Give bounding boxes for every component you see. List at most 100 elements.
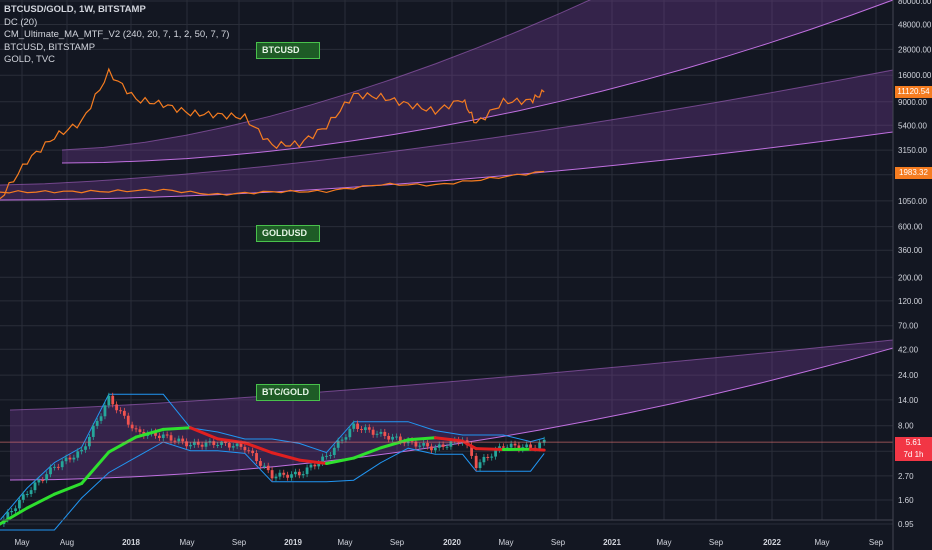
candle-body-29	[115, 404, 119, 411]
candle-body-21	[84, 446, 87, 450]
y-tick-label-11: 200.00	[898, 273, 923, 282]
candle-body-74	[290, 474, 293, 478]
candle-body-82	[321, 456, 325, 464]
y-tick-label-12: 120.00	[898, 297, 923, 306]
legend-symbol[interactable]: BTCUSD/GOLD, 1W, BITSTAMP	[4, 4, 146, 15]
donchian-lower	[0, 441, 545, 531]
ma-segment-3	[80, 450, 111, 485]
ma-segment-20	[529, 447, 546, 452]
candle-body-61	[239, 443, 243, 447]
ma-segment-5	[134, 427, 165, 439]
candle-body-86	[336, 440, 340, 448]
candle-body-56	[220, 441, 223, 445]
channel-ratio-upper	[9, 339, 894, 411]
legend-dc[interactable]: DC (20)	[4, 16, 38, 28]
ma-segment-2	[52, 481, 84, 496]
candle-body-6	[25, 494, 29, 496]
candle-body-95	[371, 429, 375, 435]
channel-gold-fill	[0, 70, 893, 200]
candle-body-123	[482, 456, 486, 463]
candle-body-35	[138, 429, 142, 432]
candle-body-75	[294, 471, 297, 475]
candle-body-111	[433, 447, 437, 451]
legend-compare-gold[interactable]: GOLD, TVC	[4, 54, 56, 66]
candle-body-15	[60, 461, 64, 468]
y-tick-label-3: 16000.00	[898, 71, 932, 80]
y-tick-label-19: 2.70	[898, 472, 914, 481]
legend-ma[interactable]: CM_Ultimate_MA_MTF_V2 (240, 20, 7, 1, 2,…	[4, 29, 230, 41]
candle-body-130	[509, 443, 513, 448]
y-tick-label-4: 9000.00	[898, 98, 927, 107]
channel-gold-upper	[0, 69, 894, 186]
candle-body-14	[56, 466, 60, 468]
candle-body-132	[517, 445, 521, 450]
candle-body-67	[262, 465, 266, 467]
x-tick-label-0: May	[14, 538, 29, 547]
candle-body-93	[363, 427, 367, 431]
candle-body-44	[173, 440, 177, 442]
candle-body-85	[332, 447, 336, 455]
price-tag-btcusd: 11120.54	[895, 86, 932, 98]
candle-body-60	[235, 443, 239, 447]
price-lines	[0, 67, 893, 526]
candle-body-110	[430, 446, 433, 451]
candle-body-10	[41, 480, 45, 482]
x-tick-label-8: 2020	[443, 538, 461, 547]
candle-body-99	[387, 435, 391, 440]
candle-body-135	[529, 444, 532, 448]
candle-body-73	[286, 474, 290, 478]
candle-body-84	[328, 454, 332, 456]
candle-body-122	[478, 462, 482, 469]
candle-body-48	[189, 444, 192, 447]
candle-body-52	[204, 442, 208, 447]
candle-body-102	[398, 436, 402, 442]
y-tick-label-2: 28000.00	[898, 45, 932, 54]
x-tick-label-12: May	[656, 538, 671, 547]
candle-body-72	[282, 472, 286, 475]
y-tick-label-13: 70.00	[898, 322, 919, 331]
candle-body-62	[243, 446, 247, 451]
candle-body-98	[383, 431, 387, 436]
x-tick-label-10: Sep	[551, 538, 566, 547]
candle-body-96	[375, 433, 379, 435]
candle-body-108	[422, 443, 426, 446]
candle-body-115	[449, 441, 453, 447]
y-tick-label-8: 1050.00	[898, 197, 927, 206]
candle-body-78	[305, 467, 309, 475]
candle-body-89	[348, 428, 352, 438]
candle-body-91	[356, 423, 360, 429]
ma-segment-15	[406, 436, 437, 442]
y-tick-label-6: 3150.00	[898, 146, 927, 155]
candle-body-71	[278, 472, 282, 477]
candle-body-58	[227, 442, 231, 448]
legend-compare-btcusd[interactable]: BTCUSD, BITSTAMP	[4, 41, 96, 53]
candle-body-109	[426, 443, 429, 447]
grid-lines	[0, 0, 893, 525]
x-tick-label-16: Sep	[869, 538, 884, 547]
candle-body-121	[474, 455, 478, 469]
candle-body-69	[270, 470, 274, 479]
candle-body-80	[313, 464, 317, 467]
candle-body-97	[379, 431, 383, 434]
candle-body-30	[119, 410, 122, 412]
candle-body-7	[29, 490, 33, 495]
candle-body-49	[192, 441, 196, 445]
candle-body-55	[216, 444, 220, 446]
candle-body-32	[126, 415, 130, 425]
x-tick-label-6: May	[337, 538, 352, 547]
candle-body-4	[18, 499, 21, 509]
candle-body-100	[391, 436, 394, 440]
y-tick-label-20: 1.60	[898, 496, 914, 505]
candle-body-31	[122, 410, 126, 416]
y-tick-label-9: 600.00	[898, 223, 923, 232]
label-btcusd: BTCUSD	[256, 42, 320, 59]
ma-segment-12	[325, 456, 356, 465]
candle-body-45	[177, 438, 181, 442]
candle-body-94	[367, 427, 371, 430]
candle-body-23	[91, 425, 95, 437]
ma-segment-10	[270, 451, 301, 462]
y-tick-label-17: 8.00	[898, 422, 914, 431]
candle-body-113	[441, 444, 445, 447]
